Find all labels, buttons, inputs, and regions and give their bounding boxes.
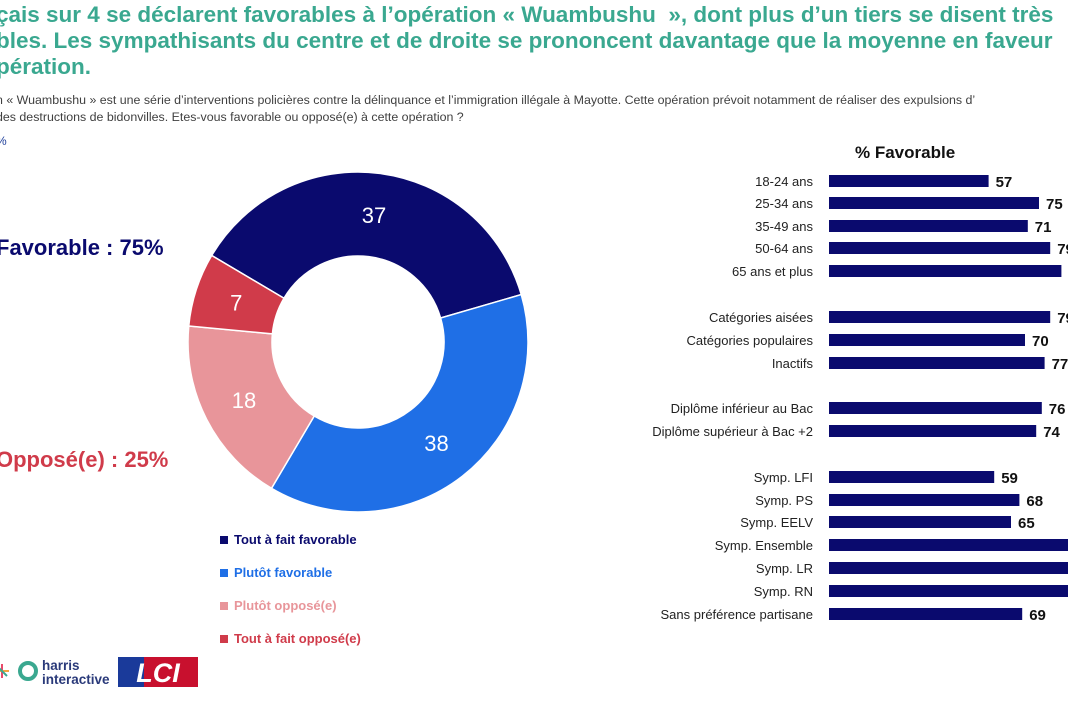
legend-label: Plutôt favorable	[234, 565, 333, 580]
donut-slice	[187, 254, 286, 335]
donut-slice	[210, 171, 523, 319]
bar	[829, 562, 1068, 574]
bar-value-label: 59	[1001, 470, 1018, 487]
bar-category-label: Diplôme supérieur à Bac +2	[652, 424, 813, 439]
bar-value-label: 68	[1026, 493, 1043, 510]
bar-value-label: 69	[1029, 607, 1046, 624]
bar-category-label: Symp. LR	[756, 561, 813, 576]
legend-swatch	[220, 536, 228, 544]
legend-swatch	[220, 569, 228, 577]
bar	[829, 608, 1023, 620]
bar-value-label: 76	[1049, 401, 1066, 418]
summary-oppose: Opposé(e) : 25%	[0, 447, 169, 472]
bar-category-label: 65 ans et plus	[732, 264, 813, 279]
bar	[829, 471, 995, 483]
donut-slice-label: 38	[424, 431, 448, 456]
legend-swatch	[220, 635, 228, 643]
headline: çais sur 4 se déclarent favorables à l’o…	[0, 2, 1054, 79]
bar	[829, 539, 1068, 551]
donut-slice	[270, 293, 529, 513]
legend-item-plutot-favorable: Plutôt favorable	[220, 565, 361, 598]
bar	[829, 516, 1011, 528]
donut-slice-label: 7	[230, 290, 242, 315]
harris-circle-icon	[18, 661, 38, 681]
bar-value-label: 57	[996, 174, 1013, 191]
bar-category-label: Symp. RN	[754, 584, 813, 599]
bar	[829, 265, 1062, 277]
bar	[829, 175, 989, 187]
bar-category-label: Inactifs	[772, 356, 814, 371]
question-text: n « Wuambushu » est une série d’interven…	[0, 93, 976, 124]
bar-category-label: Symp. PS	[755, 493, 813, 508]
bars-title: % Favorable	[855, 143, 956, 162]
legend-item-plutot-oppose: Plutôt opposé(e)	[220, 598, 361, 631]
donut-slice-label: 37	[362, 203, 386, 228]
legend-label: Tout à fait favorable	[234, 532, 357, 547]
bar	[829, 220, 1028, 232]
bar	[829, 585, 1068, 597]
legend-swatch	[220, 602, 228, 610]
donut-slice	[187, 325, 316, 490]
bar-value-label: 79	[1057, 310, 1068, 327]
donut-slice-label: 18	[232, 388, 256, 413]
bar-category-label: Symp. Ensemble	[715, 538, 813, 553]
bar-category-label: 18-24 ans	[755, 174, 813, 189]
bar-value-label: 77	[1052, 356, 1068, 373]
bar-category-label: 25-34 ans	[755, 196, 813, 211]
summary-favorable: Favorable : 75%	[0, 235, 164, 260]
bar	[829, 197, 1039, 209]
harris-interactive-logo	[0, 661, 38, 681]
legend-label: Plutôt opposé(e)	[234, 598, 337, 613]
bar	[829, 425, 1037, 437]
bar-value-label: 75	[1046, 196, 1063, 213]
legend-item-tout-favorable: Tout à fait favorable	[220, 532, 361, 565]
lci-logo-text: LCI	[136, 658, 180, 687]
bar-category-label: Catégories populaires	[687, 333, 814, 348]
bar-category-label: Diplôme inférieur au Bac	[671, 401, 814, 416]
bar-value-label: 71	[1035, 219, 1052, 236]
bar	[829, 494, 1020, 506]
bar-category-label: Symp. LFI	[754, 470, 813, 485]
bar	[829, 242, 1051, 254]
legend-item-tout-oppose: Tout à fait opposé(e)	[220, 631, 361, 664]
bar-category-label: Catégories aisées	[709, 310, 814, 325]
harris-text: harris interactive	[42, 658, 110, 687]
bar-value-label: 65	[1018, 515, 1035, 532]
bar	[829, 334, 1025, 346]
bar-value-label: 70	[1032, 333, 1049, 350]
bar-category-label: 35-49 ans	[755, 219, 813, 234]
bar	[829, 402, 1042, 414]
donut-legend: Tout à fait favorable Plutôt favorable P…	[220, 532, 361, 664]
bar-category-label: 50-64 ans	[755, 241, 813, 256]
bar-value-label: 74	[1043, 424, 1060, 441]
legend-label: Tout à fait opposé(e)	[234, 631, 361, 646]
lci-logo: LCI	[118, 657, 198, 687]
bar-category-label: Sans préférence partisane	[661, 607, 813, 622]
bar	[829, 311, 1051, 323]
bar	[829, 357, 1045, 369]
bar-category-label: Symp. EELV	[740, 515, 813, 530]
percent-unit-label: %	[0, 134, 7, 148]
bar-value-label: 79	[1057, 241, 1068, 258]
asterisk-icon	[0, 664, 9, 678]
